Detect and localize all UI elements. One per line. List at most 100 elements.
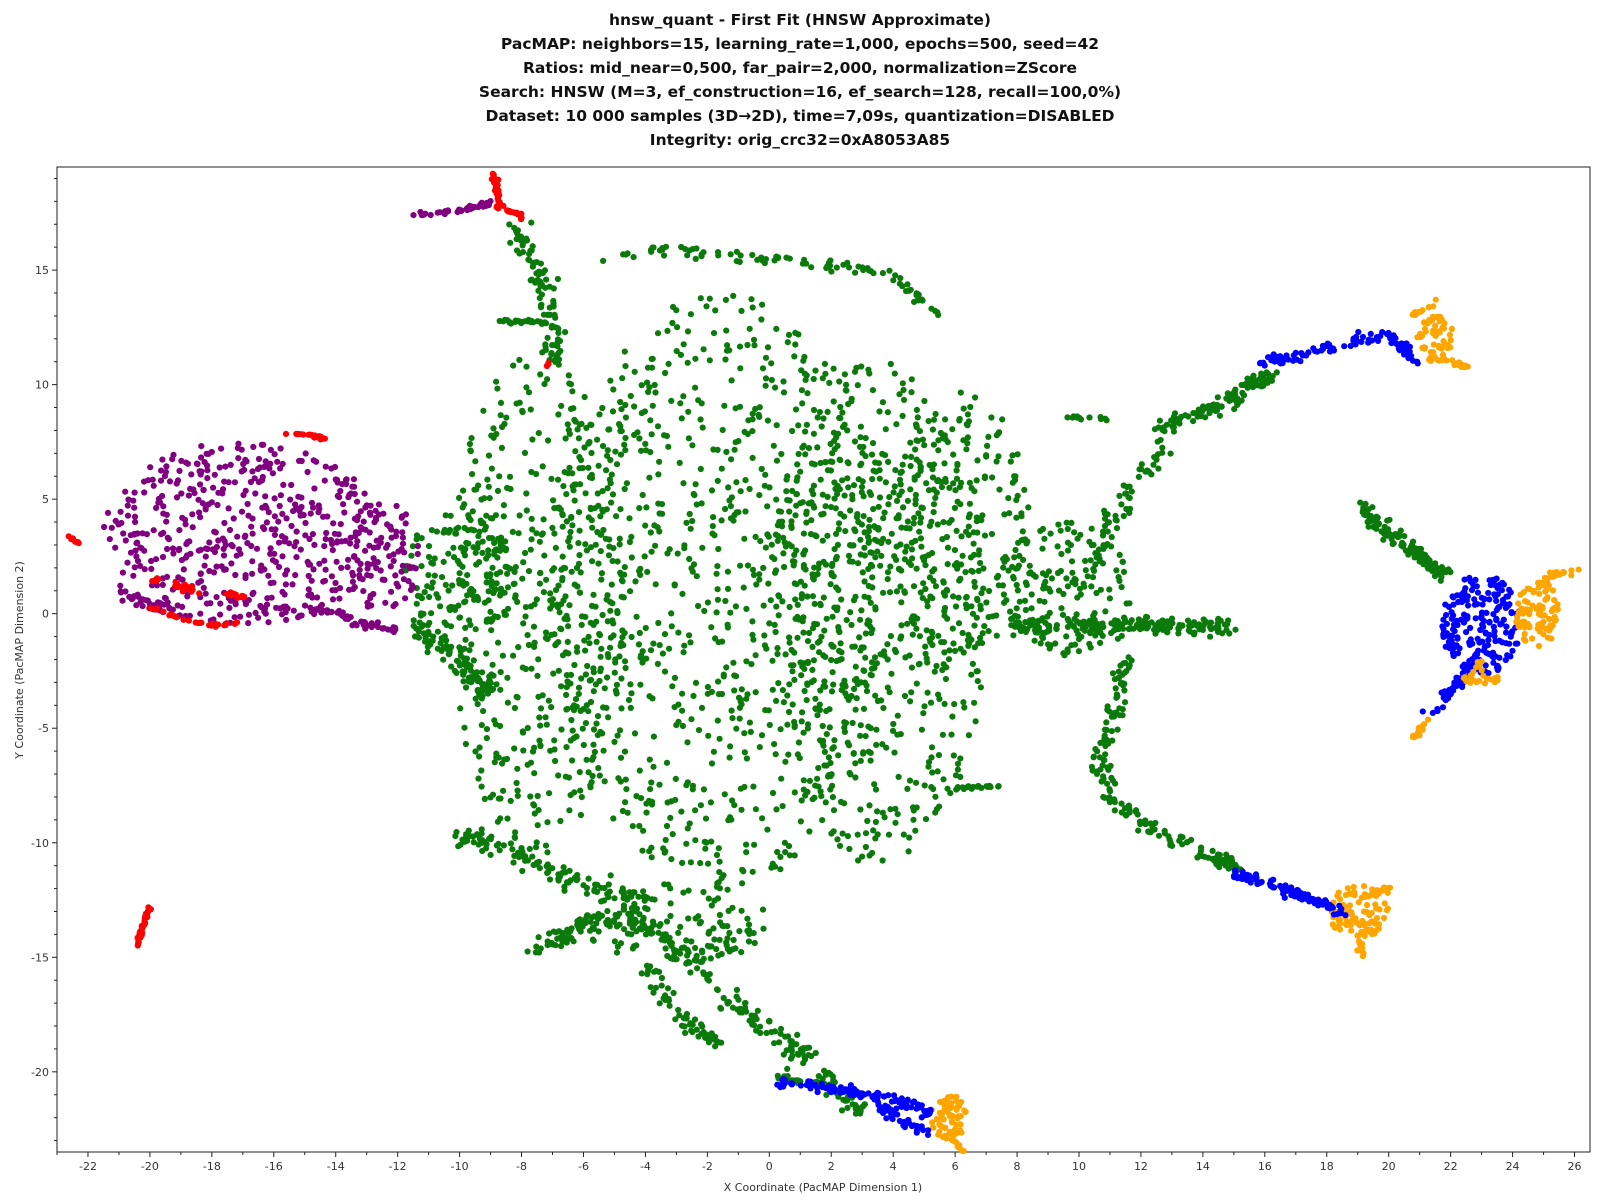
data-point-green <box>426 619 433 626</box>
data-point-green <box>741 535 748 542</box>
data-point-green <box>890 720 897 728</box>
data-point-green <box>592 681 600 688</box>
data-point-green <box>543 721 550 728</box>
data-point-green <box>763 1029 770 1037</box>
data-point-purple <box>161 594 168 601</box>
data-point-blue <box>1491 633 1498 640</box>
data-point-green <box>705 930 712 937</box>
data-point-green <box>715 252 722 259</box>
title-line-3: Ratios: mid_near=0,500, far_pair=2,000, … <box>522 59 1078 77</box>
data-point-green <box>601 778 608 785</box>
data-point-green <box>489 564 496 571</box>
data-point-green <box>462 636 469 643</box>
data-point-green <box>668 623 675 630</box>
data-point-green <box>822 503 829 510</box>
data-point-green <box>912 779 920 786</box>
data-point-green <box>485 547 492 554</box>
data-point-green <box>660 252 668 259</box>
data-point-green <box>697 860 704 867</box>
data-point-green <box>819 817 826 824</box>
data-point-green <box>617 398 624 406</box>
data-point-green <box>956 577 963 584</box>
data-point-green <box>853 675 860 683</box>
data-point-purple <box>147 464 154 471</box>
data-point-green <box>780 534 787 541</box>
data-point-green <box>703 839 710 846</box>
data-point-blue <box>1466 639 1473 646</box>
data-point-green <box>909 631 916 638</box>
data-point-green <box>940 519 947 526</box>
data-point-green <box>1249 374 1256 381</box>
data-point-green <box>760 925 767 932</box>
data-point-green <box>842 683 849 690</box>
data-point-green <box>620 891 627 898</box>
data-point-green <box>792 512 799 519</box>
data-point-green <box>845 552 853 559</box>
data-point-green <box>698 400 705 407</box>
data-point-purple <box>148 565 155 573</box>
data-point-green <box>605 893 612 901</box>
data-point-green <box>1064 525 1071 533</box>
data-point-green <box>844 475 851 482</box>
data-point-green <box>555 772 562 779</box>
data-point-green <box>544 334 551 341</box>
data-point-blue <box>1498 620 1505 627</box>
data-point-green <box>705 977 713 984</box>
data-point-green <box>743 695 750 702</box>
data-point-blue <box>1492 576 1499 583</box>
data-point-green <box>441 619 448 626</box>
data-point-purple <box>231 614 238 621</box>
data-point-green <box>591 886 598 893</box>
data-point-green <box>1113 567 1120 574</box>
data-point-green <box>566 380 573 387</box>
data-point-green <box>941 460 948 467</box>
data-point-green <box>661 631 669 638</box>
data-point-green <box>409 543 416 550</box>
data-point-green <box>762 471 769 478</box>
data-point-purple <box>122 488 129 495</box>
data-point-green <box>608 581 615 588</box>
data-point-green <box>941 700 948 708</box>
data-point-green <box>929 568 936 575</box>
data-point-blue <box>1512 640 1519 647</box>
data-point-green <box>869 563 876 570</box>
data-point-purple <box>349 572 357 579</box>
data-point-green <box>1111 807 1118 814</box>
data-point-green <box>621 441 628 448</box>
data-point-green <box>911 613 918 620</box>
data-point-green <box>483 735 490 742</box>
data-point-green <box>820 415 827 422</box>
data-point-green <box>1087 557 1094 564</box>
data-point-green <box>487 608 494 615</box>
data-point-green <box>478 767 485 774</box>
data-point-green <box>1108 728 1115 735</box>
data-point-green <box>743 605 750 613</box>
data-point-purple <box>367 572 374 579</box>
data-point-green <box>1072 576 1079 583</box>
data-point-green <box>546 790 553 797</box>
data-point-green <box>621 658 629 665</box>
data-point-blue <box>1450 594 1457 601</box>
data-point-blue <box>1462 585 1469 592</box>
data-point-green <box>1207 633 1214 640</box>
data-point-purple <box>206 567 213 575</box>
data-point-green <box>871 781 878 788</box>
data-point-green <box>781 563 788 571</box>
data-point-green <box>647 417 654 424</box>
data-point-green <box>812 1049 819 1057</box>
data-point-orange <box>1549 622 1556 629</box>
data-point-green <box>1061 652 1068 659</box>
data-point-green <box>585 464 592 471</box>
data-point-green <box>652 581 659 588</box>
data-point-green <box>425 553 433 561</box>
data-point-green <box>817 459 824 467</box>
data-point-green <box>643 809 650 816</box>
data-point-green <box>685 408 692 415</box>
data-point-green <box>1429 567 1436 575</box>
data-point-green <box>912 491 920 498</box>
data-point-green <box>563 491 570 498</box>
data-point-green <box>954 784 961 791</box>
data-point-green <box>541 381 548 388</box>
data-point-purple <box>279 460 286 467</box>
